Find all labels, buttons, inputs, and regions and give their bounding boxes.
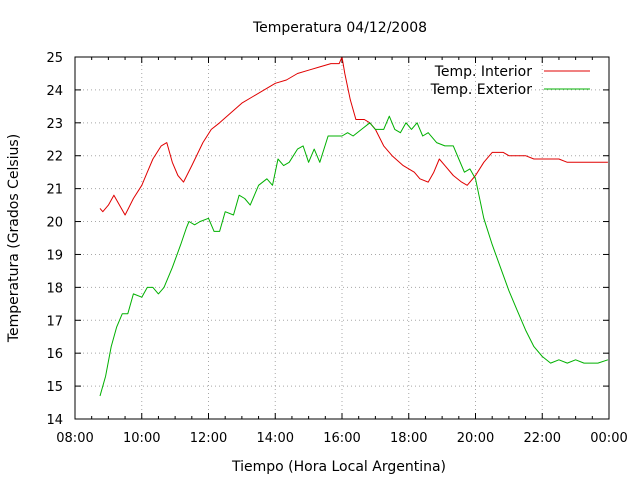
y-tick-label: 24 (46, 84, 63, 99)
x-axis-label: Tiempo (Hora Local Argentina) (231, 459, 446, 475)
y-tick-label: 18 (46, 281, 63, 296)
y-tick-label: 17 (46, 314, 63, 329)
y-tick-label: 14 (46, 413, 63, 428)
series-line-1 (99, 115, 609, 397)
legend-label: Temp. Interior (434, 64, 533, 80)
x-tick-label: 16:00 (323, 431, 360, 446)
x-tick-label: 22:00 (524, 431, 561, 446)
chart-series (99, 56, 609, 397)
axis-ticks: 08:00 10:00 12:00 14:00 16:00 18:00 20:00 22:00… (46, 51, 627, 446)
y-axis-label: Temperatura (Grados Celsius) (6, 134, 22, 343)
chart-legend: Temp. Interior Temp. Exterior (430, 64, 590, 98)
y-tick-label: 21 (46, 183, 63, 198)
x-tick-label: 10:00 (123, 431, 160, 446)
y-tick-label: 19 (46, 248, 63, 263)
y-tick-label: 20 (46, 216, 63, 231)
x-tick-label: 08:00 (56, 431, 93, 446)
x-tick-label: 14:00 (257, 431, 294, 446)
x-tick-label: 20:00 (457, 431, 494, 446)
y-tick-label: 23 (46, 117, 63, 132)
legend-label: Temp. Exterior (430, 82, 533, 98)
plot-frame (74, 56, 610, 420)
chart-title: Temperatura 04/12/2008 (252, 20, 427, 36)
chart-grid (75, 57, 609, 419)
y-tick-label: 16 (46, 347, 63, 362)
x-tick-label: 12:00 (190, 431, 227, 446)
y-tick-label: 25 (46, 51, 63, 66)
y-tick-label: 15 (46, 380, 63, 395)
y-tick-label: 22 (46, 150, 63, 165)
series-line-0 (99, 56, 608, 216)
x-tick-label: 18:00 (390, 431, 427, 446)
x-tick-label: 00:00 (590, 431, 627, 446)
